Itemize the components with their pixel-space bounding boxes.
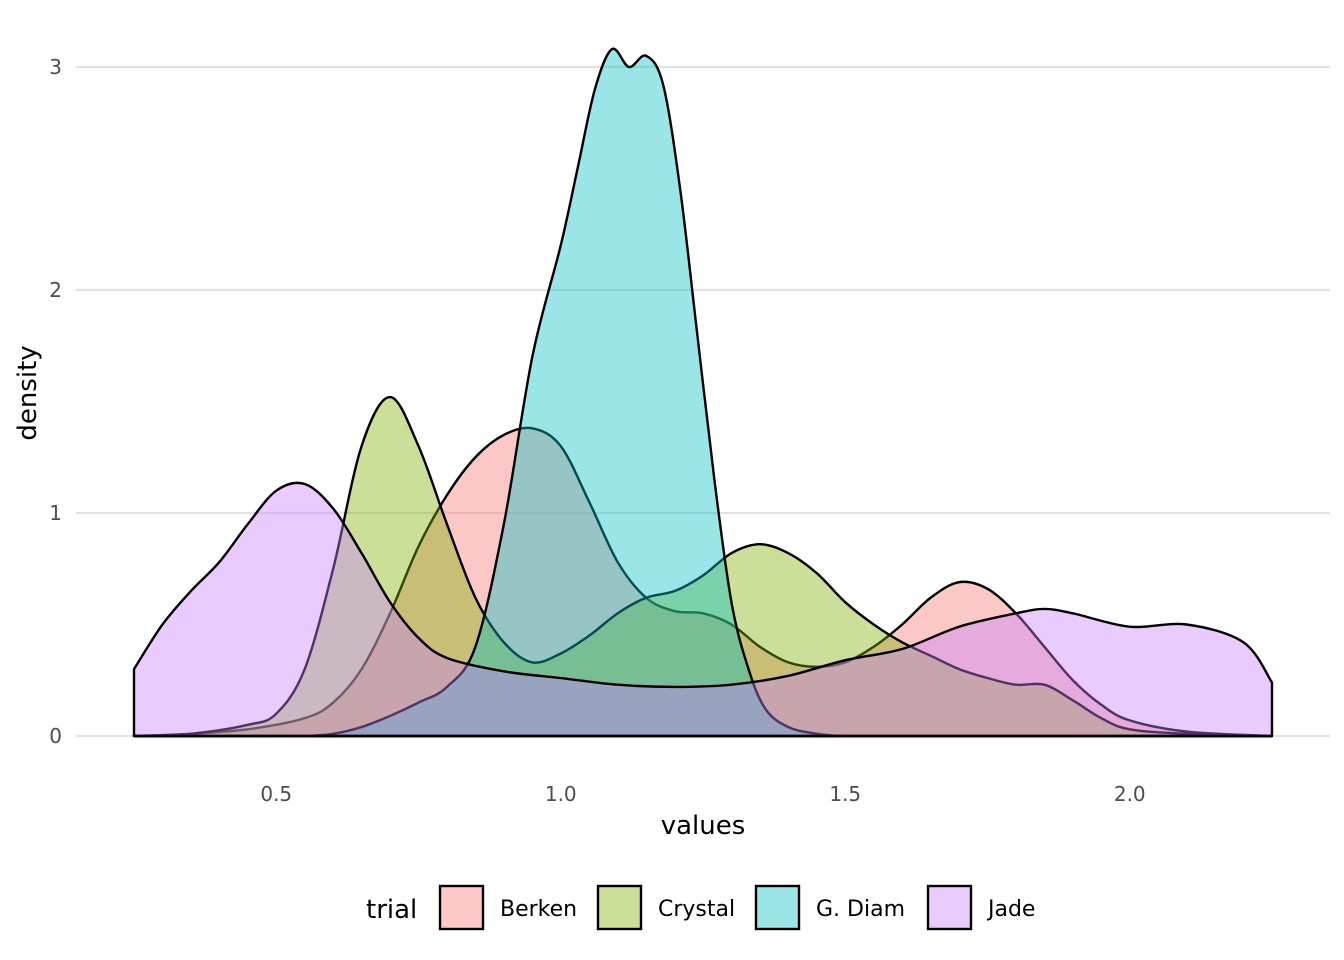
legend-swatch-berken [438, 884, 485, 931]
legend-label-g-diam: G. Diam [816, 897, 905, 922]
density-area-crystal [132, 395, 1274, 738]
x-axis-ticks: 0.5 1.0 1.5 2.0 [260, 782, 1145, 806]
legend-item-jade: Jade [926, 884, 1035, 931]
y-axis-ticks: 0 1 2 3 [49, 55, 62, 748]
legend-item-g-diam: G. Diam [754, 884, 905, 931]
x-axis-title: values [661, 811, 746, 841]
legend-item-crystal: Crystal [596, 884, 735, 931]
density-area-jade [132, 481, 1274, 738]
legend-label-jade: Jade [986, 897, 1035, 922]
y-tick-label: 1 [49, 501, 62, 525]
x-tick-label: 1.5 [829, 782, 861, 806]
density-area-berken [132, 426, 1274, 738]
legend-swatch-jade [926, 884, 973, 931]
y-tick-label: 2 [49, 278, 62, 302]
legend-title: trial [366, 895, 417, 925]
legend-swatch-g-diam [754, 884, 801, 931]
density-areas [132, 47, 1274, 738]
legend-items: Berken Crystal G. Diam Jade [438, 884, 1035, 931]
legend-swatch-crystal [596, 884, 643, 931]
legend: trial Berken Crystal G. Diam Jade [366, 884, 1035, 931]
y-axis-title: density [13, 345, 43, 440]
y-tick-label: 0 [49, 724, 62, 748]
x-tick-label: 1.0 [545, 782, 577, 806]
x-tick-label: 2.0 [1114, 782, 1146, 806]
legend-label-crystal: Crystal [658, 897, 735, 922]
legend-label-berken: Berken [500, 897, 577, 922]
y-tick-label: 3 [49, 55, 62, 79]
density-area-g-diam [132, 47, 1274, 738]
legend-item-berken: Berken [438, 884, 577, 931]
x-tick-label: 0.5 [260, 782, 292, 806]
